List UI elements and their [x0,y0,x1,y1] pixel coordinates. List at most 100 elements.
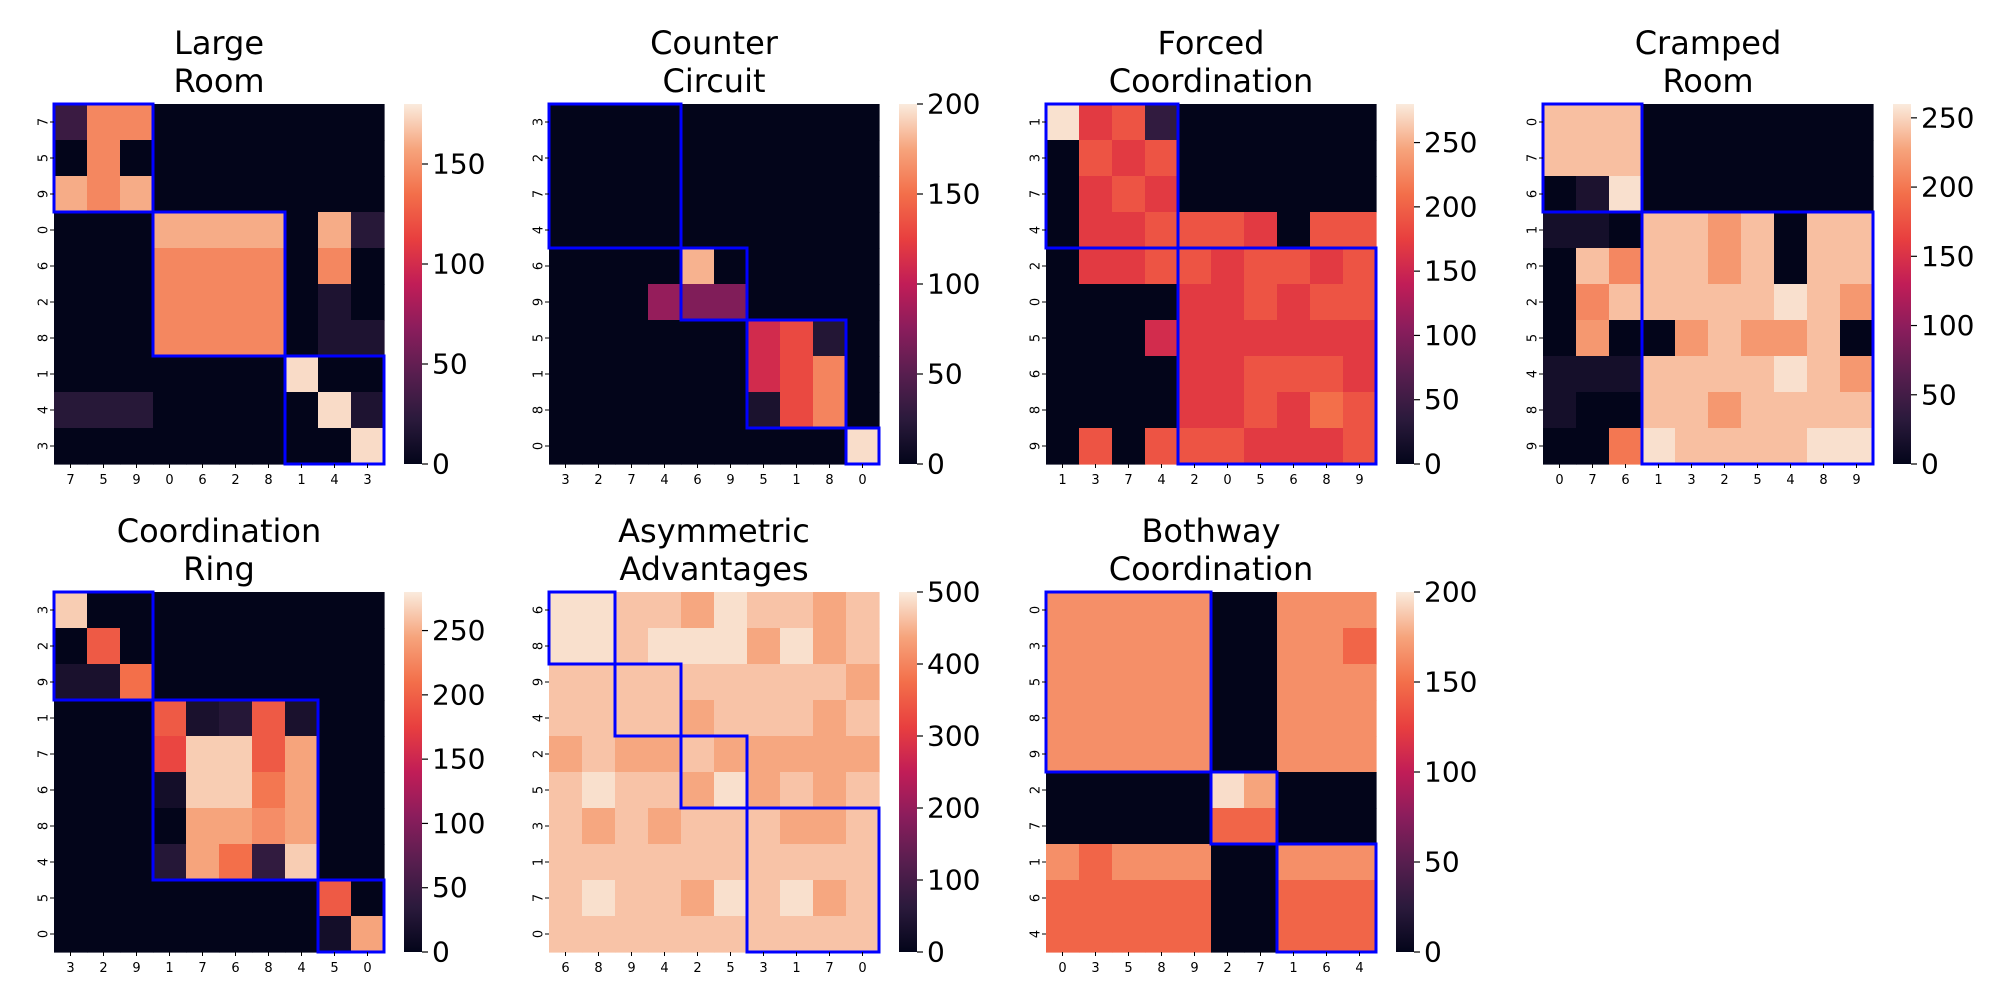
heatmap-cell [1244,248,1278,285]
colorbar-tick-label: 0 [1921,448,1939,481]
heatmap-panel: Asymmetric Advantages 6 6 8 8 9 9 4 4 2 2 5 5 3 3 1 1 7 7 0 0… [532,512,981,976]
heatmap-cell [1840,104,1874,141]
colorbar-tick-label: 150 [1424,666,1477,699]
y-tick-label: 3 [1526,262,1541,270]
heatmap-cell [219,320,253,357]
heatmap-cell [846,248,880,285]
heatmap-cell [615,212,649,249]
heatmap-cell [681,392,715,429]
heatmap-cell [153,392,187,429]
heatmap-cell [1343,700,1377,737]
heatmap-cell [1708,392,1742,429]
y-tick-label: 6 [37,786,52,794]
y-tick-label: 5 [1029,678,1044,686]
heatmap-cell [1211,356,1245,393]
heatmap-cell [1244,176,1278,213]
heatmap-cell [87,284,121,321]
x-tick-label: 8 [825,473,833,488]
heatmap-cell [549,356,583,393]
heatmap-cell [813,212,847,249]
heatmap-cell [1277,104,1311,141]
heatmap-cell [1211,916,1245,953]
x-tick-label: 0 [858,961,866,976]
heatmap-cell [1543,140,1577,177]
heatmap-cell [846,808,880,845]
heatmap-cell [87,212,121,249]
heatmap-cell [681,592,715,629]
heatmap-cell [549,176,583,213]
heatmap-cell [318,916,352,953]
y-tick-label: 3 [37,442,52,450]
y-tick-label: 0 [1029,606,1044,614]
heatmap-cell [318,284,352,321]
heatmap-cell [285,592,319,629]
heatmap-cell [1310,428,1344,465]
heatmap-cell [813,628,847,665]
heatmap-cell [54,736,88,773]
heatmap-cell [153,356,187,393]
y-tick-label: 5 [37,894,52,902]
y-tick-label: 4 [1029,226,1044,234]
heatmap-cell [1310,916,1344,953]
heatmap-cell [1642,176,1676,213]
heatmap-panel: Counter Circuit 3 3 2 2 7 7 4 4 6 6 9 9 5 5 1 1 8 8 0 0 0 50 100… [532,24,981,488]
heatmap-cell [582,772,616,809]
heatmap-cell [648,664,682,701]
heatmap-cell [351,808,385,845]
x-tick-label: 1 [297,473,305,488]
heatmap-cell [87,736,121,773]
heatmap-cell [120,320,154,357]
y-tick-label: 6 [37,262,52,270]
heatmap-cell [1675,212,1709,249]
heatmap-cell [54,356,88,393]
heatmap-cell [285,284,319,321]
heatmap-cell [318,772,352,809]
heatmap-cell [1112,916,1146,953]
heatmap-cell [1343,808,1377,845]
colorbar [1396,592,1414,952]
heatmap-cell [1079,592,1113,629]
heatmap-cell [219,428,253,465]
heatmap-cell [1774,428,1808,465]
heatmap-cell [1609,140,1643,177]
heatmap-cell [351,700,385,737]
heatmap-cell [318,320,352,357]
heatmap-cell [1211,880,1245,917]
heatmap-cell [1046,104,1080,141]
heatmap-cell [714,176,748,213]
x-tick-label: 2 [1720,473,1728,488]
heatmap-cell [153,176,187,213]
y-tick-label: 0 [532,442,547,450]
heatmap-cell [186,664,220,701]
heatmap-cell [1807,320,1841,357]
heatmap-cell [252,808,286,845]
heatmap-cell [219,808,253,845]
heatmap-cell [1774,140,1808,177]
x-tick-label: 2 [1190,473,1198,488]
x-tick-label: 5 [1753,473,1761,488]
heatmap-cell [186,284,220,321]
heatmap-cell [120,212,154,249]
heatmap-cell [351,916,385,953]
heatmap-cell [1079,392,1113,429]
heatmap-cell [318,356,352,393]
x-tick-label: 5 [726,961,734,976]
y-tick-label: 2 [1526,298,1541,306]
heatmap-cell [1046,392,1080,429]
colorbar-tick-label: 50 [927,358,963,391]
heatmap-cell [846,736,880,773]
colorbar-tick-label: 100 [432,807,485,840]
heatmap-cell [1112,248,1146,285]
heatmap-cell [846,880,880,917]
heatmap-panel: Forced Coordination1133774422005566889905… [1029,24,1478,488]
heatmap-cell [549,284,583,321]
heatmap-cell [1807,284,1841,321]
y-tick-label: 3 [532,822,547,830]
heatmap-cell [1046,320,1080,357]
heatmap-cell [54,808,88,845]
y-tick-label: 3 [532,118,547,126]
heatmap-cell [120,428,154,465]
heatmap-cell [681,176,715,213]
heatmap-cell [780,356,814,393]
y-tick-label: 6 [1029,370,1044,378]
